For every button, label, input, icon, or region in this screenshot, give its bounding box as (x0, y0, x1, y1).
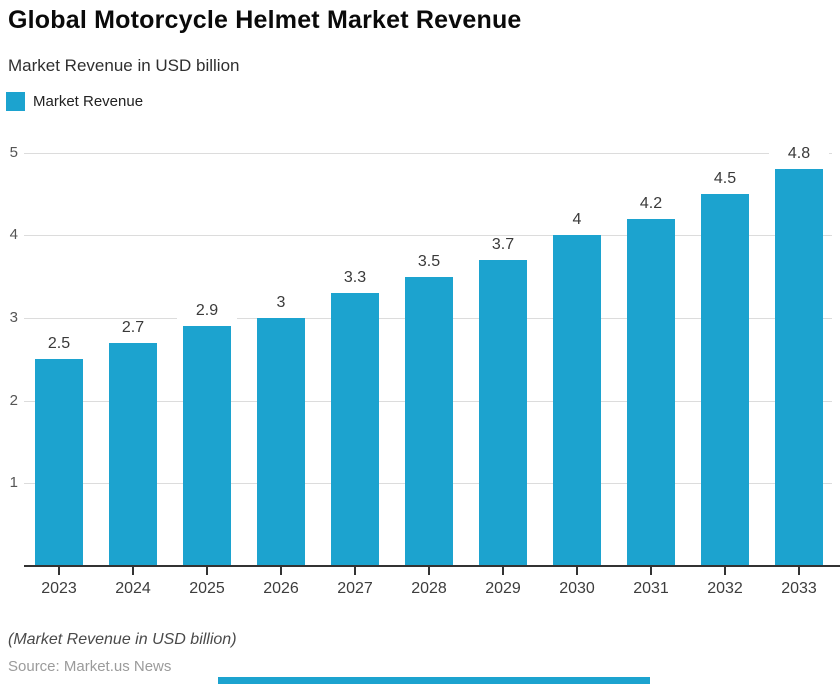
x-axis-tick (502, 567, 504, 575)
y-axis-label: 3 (9, 308, 18, 326)
bar-value-label: 3.5 (399, 253, 459, 271)
x-axis-label: 2027 (337, 580, 373, 597)
y-axis-label: 1 (9, 474, 18, 492)
bar-value-label: 4.8 (769, 145, 829, 163)
legend-label: Market Revenue (33, 93, 144, 110)
x-axis-label: 2023 (41, 580, 77, 597)
bar-2024 (109, 343, 157, 566)
x-axis-tick (206, 567, 208, 575)
x-axis-tick (280, 567, 282, 575)
y-axis-label: 2 (9, 391, 18, 409)
source-credit: Source: Market.us News (8, 658, 172, 675)
bar-2026 (257, 318, 305, 566)
page-subtitle: Market Revenue in USD billion (8, 56, 240, 75)
y-axis-label: 4 (9, 226, 18, 244)
bar-value-label: 4.5 (695, 170, 755, 188)
gridline-y-5 (24, 152, 832, 154)
bar-value-label: 4 (547, 211, 607, 229)
x-axis-tick (650, 567, 652, 575)
bar-2031 (627, 219, 675, 566)
x-axis-label: 2033 (781, 580, 817, 597)
bar-value-label: 4.2 (621, 195, 681, 213)
bar-value-label: 2.7 (103, 319, 163, 337)
x-axis-tick (58, 567, 60, 575)
x-axis-tick (428, 567, 430, 575)
bar-2027 (331, 293, 379, 566)
x-axis-label: 2030 (559, 580, 595, 597)
bar-2032 (701, 194, 749, 566)
bar-2023 (35, 359, 83, 566)
bar-2029 (479, 260, 527, 566)
bar-value-label: 2.9 (177, 302, 237, 320)
page-title: Global Motorcycle Helmet Market Revenue (8, 6, 522, 34)
legend: Market Revenue (6, 92, 143, 111)
gridline-y-4 (24, 235, 832, 237)
x-axis-tick (798, 567, 800, 575)
bar-2028 (405, 277, 453, 566)
x-axis-line (24, 565, 840, 567)
x-axis-label: 2029 (485, 580, 521, 597)
footer-note: (Market Revenue in USD billion) (8, 631, 237, 648)
x-axis-label: 2024 (115, 580, 151, 597)
bar-2030 (553, 235, 601, 566)
x-axis-tick (724, 567, 726, 575)
x-axis-tick (576, 567, 578, 575)
x-axis-label: 2028 (411, 580, 447, 597)
bar-2033 (775, 169, 823, 566)
bar-value-label: 3.7 (473, 236, 533, 254)
x-axis-tick (354, 567, 356, 575)
y-axis-label: 5 (9, 143, 18, 161)
x-axis-label: 2031 (633, 580, 669, 597)
x-axis-label: 2032 (707, 580, 743, 597)
bar-2025 (183, 326, 231, 566)
x-axis-label: 2026 (263, 580, 299, 597)
bar-value-label: 2.5 (29, 335, 89, 353)
bottom-accent-bar (218, 677, 650, 684)
bar-value-label: 3.3 (325, 269, 385, 287)
x-axis-tick (132, 567, 134, 575)
legend-swatch-icon (6, 92, 25, 111)
x-axis-label: 2025 (189, 580, 225, 597)
bar-value-label: 3 (251, 294, 311, 312)
